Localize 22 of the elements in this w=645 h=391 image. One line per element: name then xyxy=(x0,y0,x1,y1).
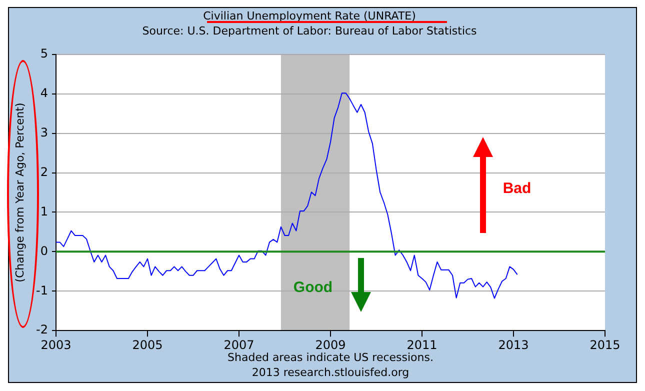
y-tick-label: 0 xyxy=(40,244,48,258)
x-tick-label: 2015 xyxy=(590,338,620,352)
annotation: Good xyxy=(293,279,333,296)
y-tick-label: 3 xyxy=(40,125,48,140)
y-tick-label: 2 xyxy=(40,164,48,179)
y-tick-label: -2 xyxy=(36,322,48,337)
text: Shaded areas indicate US recessions. xyxy=(228,350,434,364)
y-tick-label: -1 xyxy=(36,283,48,298)
x-tick-label: 2009 xyxy=(315,338,346,352)
chart-title: Civilian Unemployment Rate (UNRATE) xyxy=(203,9,416,22)
x-tick-label: 2007 xyxy=(224,338,254,352)
x-tick-label: 2003 xyxy=(40,338,72,352)
x-tick-label: 2013 xyxy=(498,338,529,352)
annotation: Bad xyxy=(502,180,532,198)
y-axis-title: (Change from Year Ago, Percent) xyxy=(13,102,26,282)
x-tick-label: 2005 xyxy=(132,338,163,352)
y-tick-label: 5 xyxy=(40,46,48,61)
y-tick-label: 1 xyxy=(40,204,48,218)
text: 2013 research.stlouisfed.org xyxy=(252,366,410,379)
y-tick-label: 4 xyxy=(40,86,48,100)
x-tick-label: 2011 xyxy=(406,338,438,352)
chart-subtitle: Source: U.S. Department of Labor: Bureau of Labor Statistics xyxy=(142,24,478,38)
